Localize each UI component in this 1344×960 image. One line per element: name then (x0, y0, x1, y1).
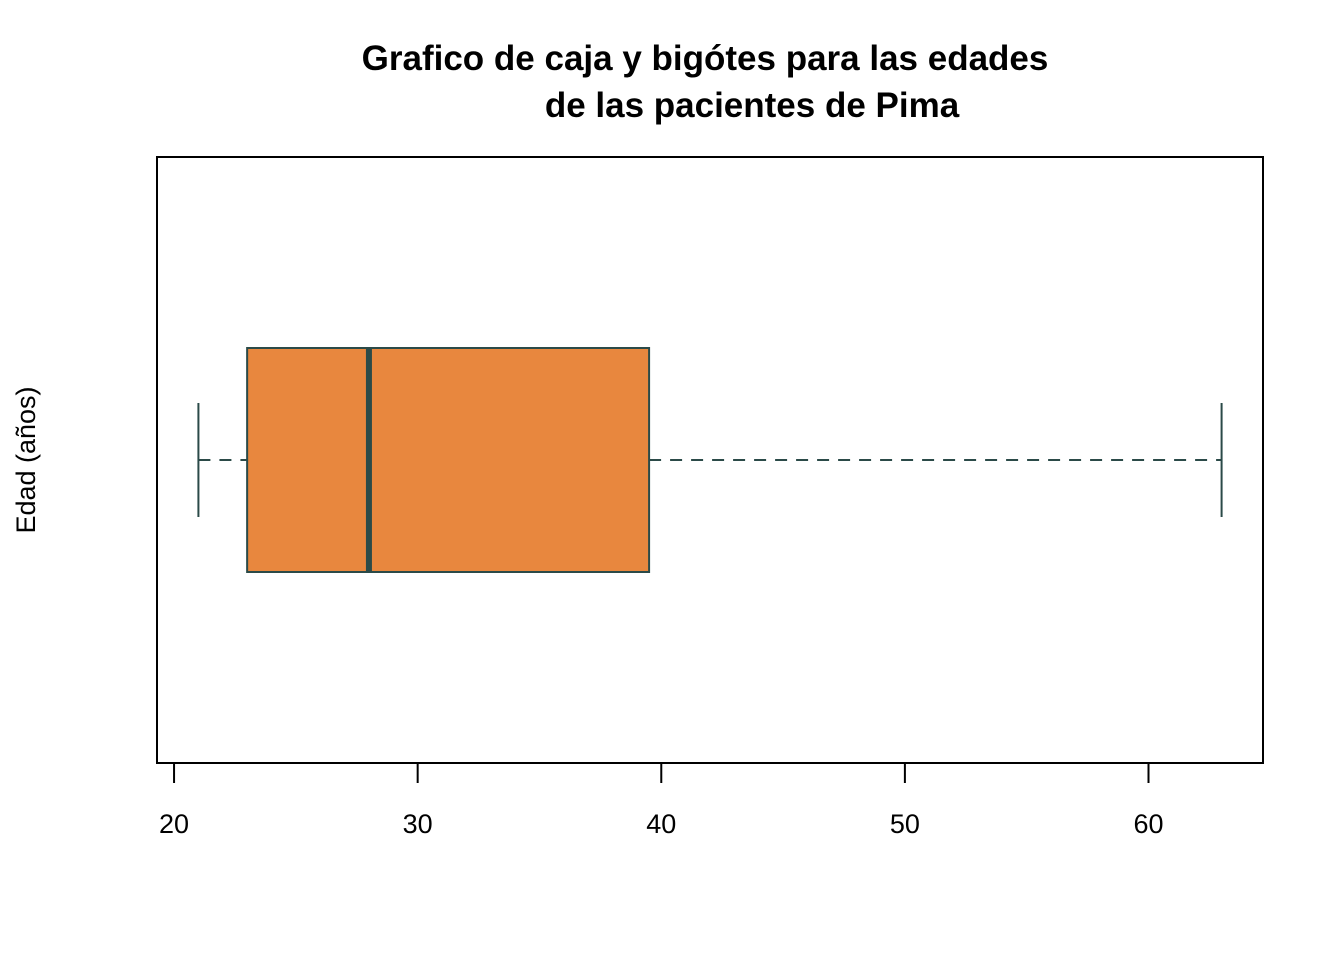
iqr-box (246, 347, 651, 573)
x-tick-label-60: 60 (1133, 809, 1163, 839)
x-tick-label-40: 40 (646, 809, 676, 839)
chart-title-line-2: de las pacientes de Pima (545, 86, 960, 125)
x-tick-label-20: 20 (159, 809, 189, 839)
x-tick-label-50: 50 (890, 809, 920, 839)
chart-title-line-1: Grafico de caja y bigótes para las edade… (362, 39, 1049, 78)
x-axis: 20 30 40 50 60 (159, 762, 1164, 839)
boxplot-marks (197, 347, 1223, 573)
x-tick-label-30: 30 (403, 809, 433, 839)
y-axis-label: Edad (años) (11, 386, 41, 533)
